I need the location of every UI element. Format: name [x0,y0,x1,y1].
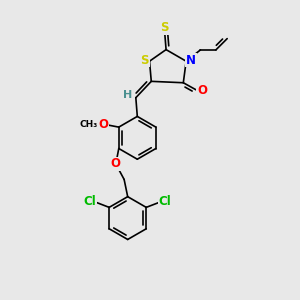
Text: S: S [160,21,169,34]
Text: Cl: Cl [84,195,97,208]
Text: O: O [197,84,207,97]
Text: Cl: Cl [159,195,172,208]
Text: O: O [111,158,121,170]
Text: N: N [186,53,196,67]
Text: H: H [123,90,132,100]
Text: S: S [140,53,149,67]
Text: CH₃: CH₃ [79,120,98,129]
Text: O: O [98,118,108,130]
